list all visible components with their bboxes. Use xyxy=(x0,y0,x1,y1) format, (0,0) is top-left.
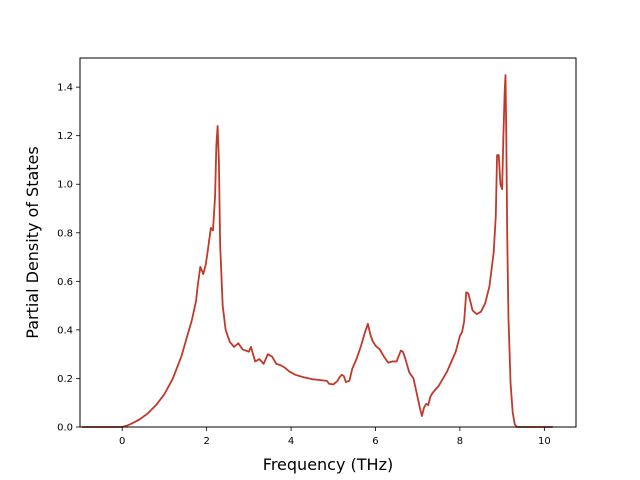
y-tick-label: 1.2 xyxy=(57,131,73,142)
y-axis-ticks: 0.0 0.2 0.4 0.6 0.8 1.0 1.2 1.4 xyxy=(57,83,80,434)
y-tick-label: 0.8 xyxy=(57,228,73,239)
y-tick-label: 0.4 xyxy=(57,325,73,336)
x-axis-label: Frequency (THz) xyxy=(263,455,393,474)
x-tick-label: 6 xyxy=(372,436,378,447)
y-tick-label: 0.6 xyxy=(57,277,73,288)
x-axis-ticks: 0 2 4 6 8 10 xyxy=(119,427,551,447)
y-tick-label: 1.4 xyxy=(57,83,73,94)
series-line-0 xyxy=(82,74,553,428)
x-tick-label: 10 xyxy=(538,436,551,447)
x-tick-label: 0 xyxy=(119,436,125,447)
x-tick-label: 4 xyxy=(288,436,294,447)
plot-area xyxy=(82,74,553,428)
y-tick-label: 0.2 xyxy=(57,374,73,385)
axes-frame xyxy=(79,57,577,428)
y-tick-label: 1.0 xyxy=(57,180,73,191)
x-tick-label: 8 xyxy=(457,436,463,447)
y-axis-label: Partial Density of States xyxy=(23,146,42,338)
y-tick-label: 0.0 xyxy=(57,423,73,434)
x-tick-label: 2 xyxy=(203,436,209,447)
